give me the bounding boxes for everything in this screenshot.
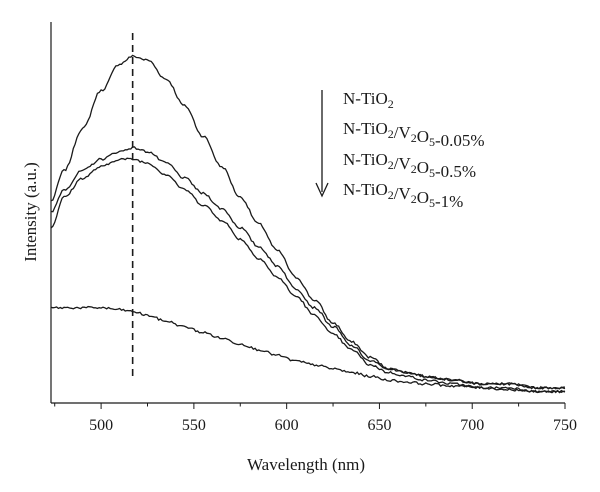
series-line-3 <box>50 157 566 394</box>
ticks-layer: 500 550 600 650 700 750 <box>54 403 577 434</box>
series-line-4 <box>50 305 566 394</box>
x-tick-label: 600 <box>275 417 299 434</box>
legend: N-TiO2 N-TiO2/V2O5-0.05%N-TiO2/V2O5-0.5%N… <box>315 89 485 211</box>
legend-entry-2: N-TiO2/V2O5-0.05% <box>343 119 485 150</box>
y-axis-title: Intensity (a.u.) <box>21 162 40 262</box>
series-line-1 <box>50 54 565 390</box>
series-layer <box>50 54 566 394</box>
legend-entry-1: N-TiO2 <box>343 89 394 111</box>
legend-arrow-head <box>315 182 329 198</box>
legend-entry-4: N-TiO2/V2O5-1% <box>343 180 463 211</box>
series-line-2 <box>50 146 566 390</box>
x-tick-label: 550 <box>182 417 206 434</box>
x-tick-label: 700 <box>460 417 484 434</box>
x-axis-title: Wavelength (nm) <box>247 455 365 474</box>
x-tick-label: 650 <box>367 417 391 434</box>
plot-frame <box>50 22 565 404</box>
legend-entry-3: N-TiO2/V2O5-0.5% <box>343 150 476 181</box>
x-tick-label: 750 <box>553 417 577 434</box>
x-tick-label: 500 <box>89 417 113 434</box>
